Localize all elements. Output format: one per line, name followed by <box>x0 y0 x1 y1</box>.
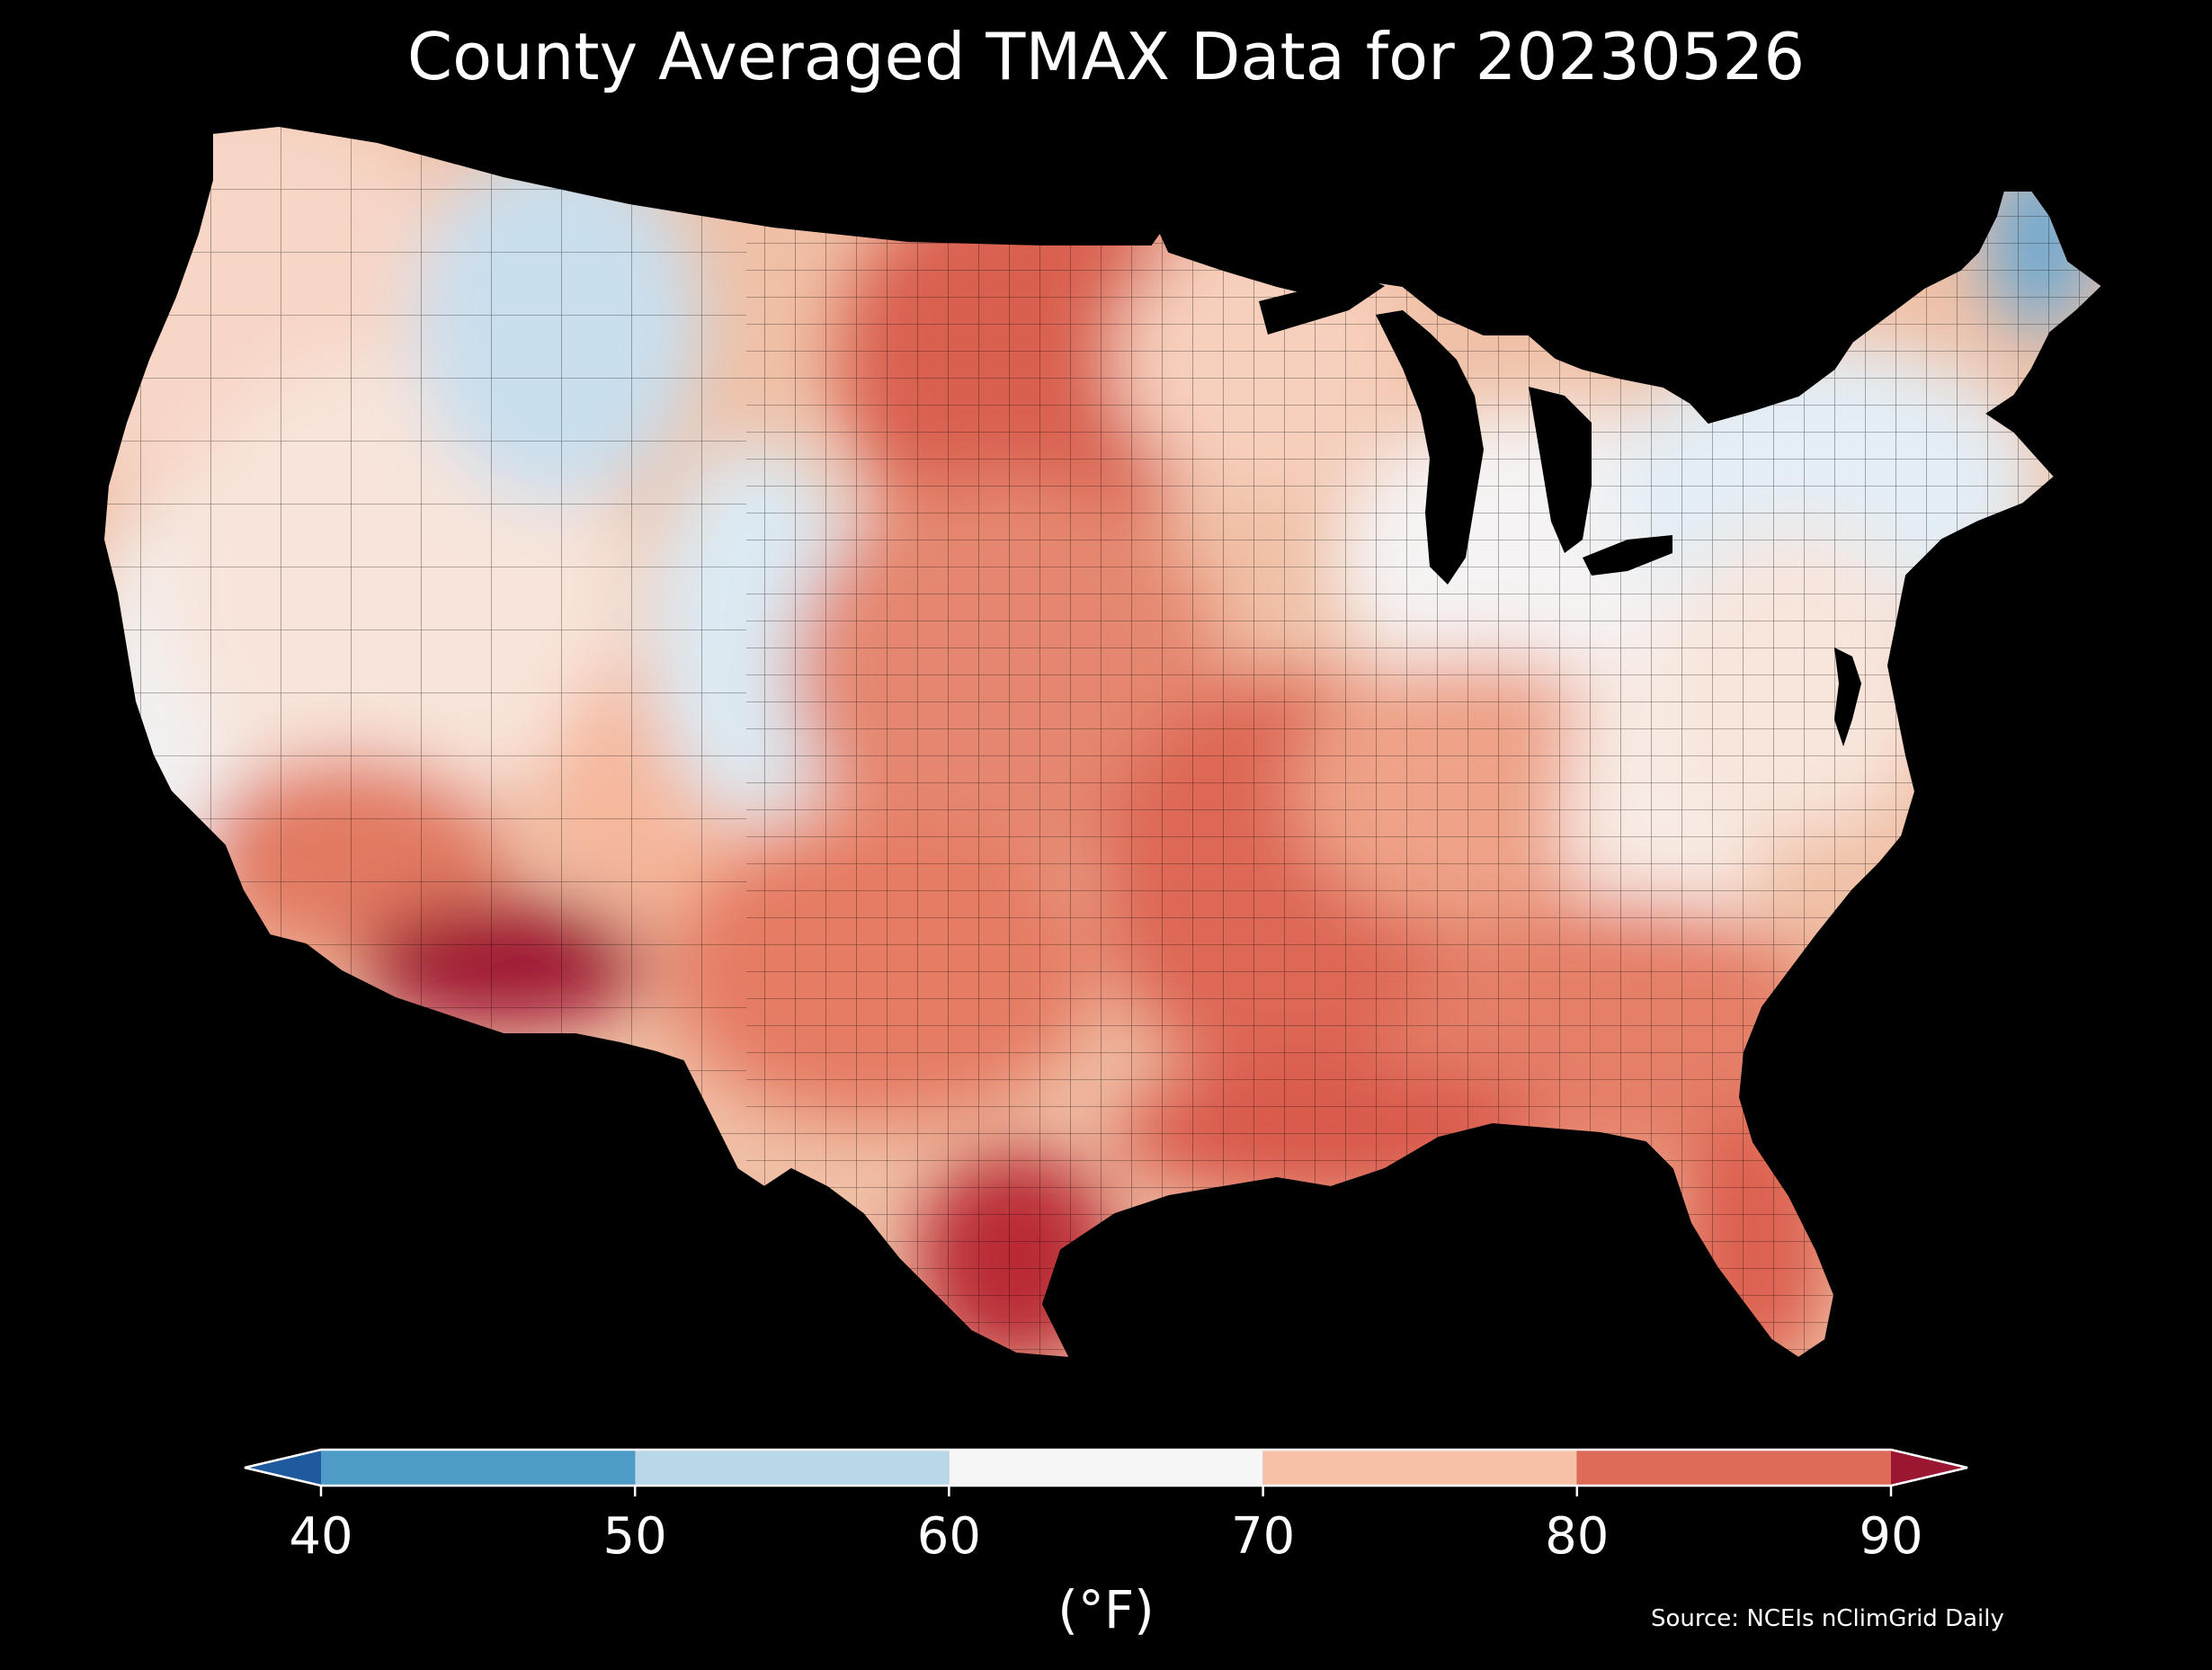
lake-erie <box>1583 535 1672 576</box>
colorbar-tick-label: 40 <box>289 1507 353 1566</box>
lake-huron <box>1529 387 1592 553</box>
colorbar-bin-40-50 <box>321 1450 636 1486</box>
colorbar-unit-label: (°F) <box>1057 1579 1155 1640</box>
colorbar-tick-label: 70 <box>1230 1507 1296 1566</box>
lake-michigan <box>1376 310 1484 585</box>
colorbar-tick-label: 60 <box>916 1507 982 1566</box>
map-title: County Averaged TMAX Data for 20230526 <box>406 19 1806 94</box>
colorbar-over-arrow <box>1891 1450 1967 1486</box>
colorbar-under-arrow <box>245 1450 321 1486</box>
colorbar-tick-label: 50 <box>602 1507 667 1566</box>
colorbar-bin-70-80 <box>1262 1450 1577 1486</box>
chesapeake-bay <box>1834 647 1861 746</box>
colorbar-bin-60-70 <box>949 1450 1263 1486</box>
colorbar-bin-80-90 <box>1576 1450 1891 1486</box>
colorbar-tick-label: 80 <box>1545 1507 1610 1566</box>
source-credit: Source: NCEIs nClimGrid Daily <box>1651 1605 2004 1632</box>
colorbar-tick-label: 90 <box>1859 1507 1923 1566</box>
colorbar-bin-50-60 <box>635 1450 950 1486</box>
lake-superior <box>1259 274 1385 335</box>
